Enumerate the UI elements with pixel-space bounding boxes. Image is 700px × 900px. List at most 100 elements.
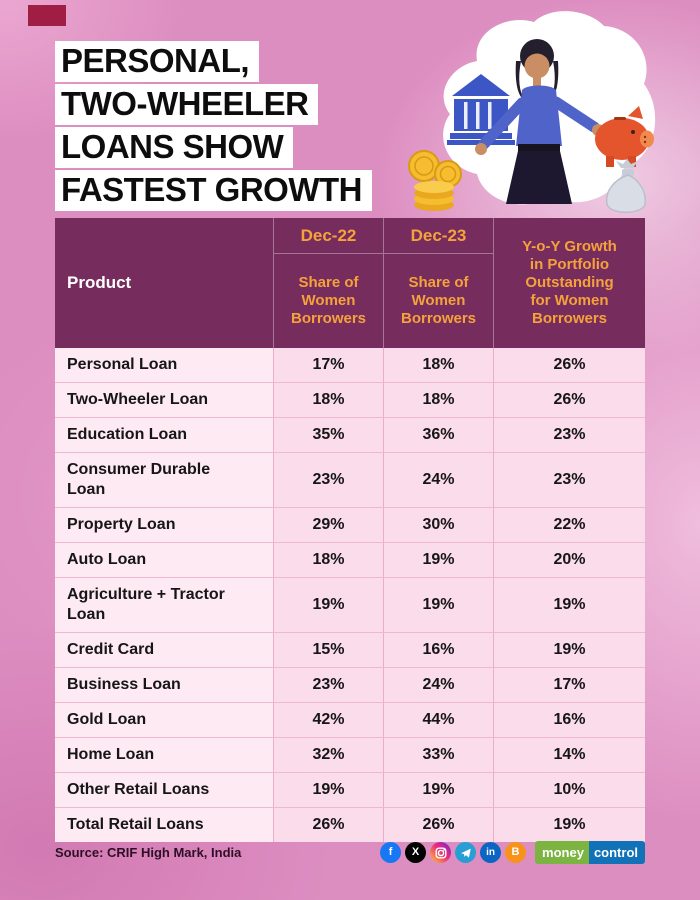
dec22-sublabel: Share of Women Borrowers [274,254,383,348]
table-header: Product Dec-22 Share of Women Borrowers … [55,218,645,348]
yoy-label-line: in Portfolio [529,256,610,273]
sublabel-line: Women [411,292,466,309]
woman-figure [475,39,604,204]
product-cell: Other Retail Loans [55,773,273,807]
sublabel-line: Share of [298,274,359,291]
product-cell: Personal Loan [55,348,273,382]
title-line-1: PERSONAL, [55,41,260,82]
dec23-cell: 18% [383,348,493,382]
product-cell: Gold Loan [55,703,273,737]
product-cell: Education Loan [55,418,273,452]
table-row: Home Loan 32% 33% 14% [55,737,645,772]
yoy-label-line: Outstanding [525,274,614,291]
product-cell: Property Loan [55,508,273,542]
dec23-cell: 16% [383,633,493,667]
money-bag-icon [605,159,647,213]
dec23-cell: 36% [383,418,493,452]
logo-money-part: money [535,841,589,864]
column-header-product: Product [67,273,132,292]
table-row: Auto Loan 18% 19% 20% [55,542,645,577]
table-row: Agriculture + Tractor Loan 19% 19% 19% [55,577,645,632]
column-header-dec23: Dec-23 Share of Women Borrowers [383,218,493,348]
linkedin-icon[interactable]: in [480,842,502,863]
dec23-label: Dec-23 [384,218,493,254]
product-cell: Total Retail Loans [55,808,273,842]
dec22-label: Dec-22 [274,218,383,254]
table-row: Two-Wheeler Loan 18% 18% 26% [55,382,645,417]
dec23-cell: 26% [383,808,493,842]
yoy-cell: 16% [493,703,645,737]
product-cell: Agriculture + Tractor Loan [55,578,273,632]
yoy-label-line: Y-o-Y Growth [522,238,617,255]
yoy-cell: 17% [493,668,645,702]
dec23-cell: 19% [383,578,493,632]
title-line-2: TWO-WHEELER [55,84,319,125]
table-row: Personal Loan 17% 18% 26% [55,348,645,382]
dec22-cell: 23% [273,668,383,702]
sublabel-line: Women [301,292,356,309]
instagram-glyph [435,847,447,859]
yoy-label-line: for Women [530,292,609,309]
dec22-cell: 42% [273,703,383,737]
instagram-icon[interactable] [430,842,452,863]
dec22-cell: 17% [273,348,383,382]
footer: Source: CRIF High Mark, India f X [55,841,645,864]
facebook-icon[interactable]: f [380,842,402,863]
telegram-icon[interactable] [455,842,477,863]
loans-table: Product Dec-22 Share of Women Borrowers … [55,218,645,842]
coins-icon [408,150,462,211]
sublabel-line: Borrowers [290,310,367,327]
product-cell: Auto Loan [55,543,273,577]
source-note: Source: CRIF High Mark, India [55,845,242,860]
woman-finance-illustration [408,11,656,213]
dec23-cell: 19% [383,773,493,807]
table-row: Other Retail Loans 19% 19% 10% [55,772,645,807]
yoy-cell: 26% [493,348,645,382]
table-row: Business Loan 23% 24% 17% [55,667,645,702]
dec23-cell: 18% [383,383,493,417]
column-header-yoy-growth: Y-o-Y Growth in Portfolio Outstanding fo… [493,218,645,348]
title-line-4: FASTEST GROWTH [55,170,372,211]
yoy-cell: 26% [493,383,645,417]
dec22-cell: 15% [273,633,383,667]
social-icons: f X in B [380,842,527,863]
table-row: Credit Card 15% 16% 19% [55,632,645,667]
dec23-cell: 44% [383,703,493,737]
dec22-cell: 29% [273,508,383,542]
table-row: Education Loan 35% 36% 23% [55,417,645,452]
yoy-cell: 22% [493,508,645,542]
dec22-cell: 32% [273,738,383,772]
table-row: Total Retail Loans 26% 26% 19% [55,807,645,842]
dec22-cell: 23% [273,453,383,507]
product-cell: Business Loan [55,668,273,702]
yoy-cell: 10% [493,773,645,807]
sublabel-line: Share of [408,274,469,291]
page-title: PERSONAL, TWO-WHEELER LOANS SHOW FASTEST… [55,41,372,213]
yoy-cell: 19% [493,578,645,632]
dec22-cell: 35% [273,418,383,452]
yoy-cell: 23% [493,418,645,452]
dec23-cell: 19% [383,543,493,577]
product-cell: Two-Wheeler Loan [55,383,273,417]
piggy-bank-icon [595,106,654,167]
dec22-cell: 19% [273,578,383,632]
table-row: Property Loan 29% 30% 22% [55,507,645,542]
logo-control-part: control [588,841,645,864]
yoy-cell: 20% [493,543,645,577]
bitcoin-icon[interactable]: B [505,842,527,863]
dec23-cell: 30% [383,508,493,542]
yoy-cell: 19% [493,808,645,842]
table-row: Gold Loan 42% 44% 16% [55,702,645,737]
moneycontrol-logo[interactable]: money control [535,841,645,864]
table-row: Consumer Durable Loan 23% 24% 23% [55,452,645,507]
dec23-cell: 24% [383,453,493,507]
dec23-sublabel: Share of Women Borrowers [384,254,493,348]
yoy-cell: 19% [493,633,645,667]
product-cell: Consumer Durable Loan [55,453,273,507]
product-cell: Credit Card [55,633,273,667]
x-icon[interactable]: X [405,842,427,863]
dec23-cell: 24% [383,668,493,702]
yoy-cell: 14% [493,738,645,772]
telegram-glyph [460,848,471,858]
